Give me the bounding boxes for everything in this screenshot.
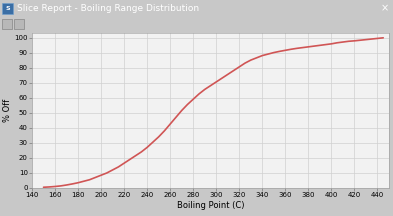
X-axis label: Boiling Point (C): Boiling Point (C): [177, 201, 244, 210]
Bar: [2, 19, 12, 29]
Text: Slice Report - Boiling Range Distribution: Slice Report - Boiling Range Distributio…: [17, 4, 199, 13]
Bar: [14, 19, 24, 29]
Y-axis label: % Off: % Off: [3, 99, 11, 122]
Text: S: S: [5, 6, 10, 11]
Text: ×: ×: [381, 3, 389, 13]
Bar: [2, 3, 13, 14]
